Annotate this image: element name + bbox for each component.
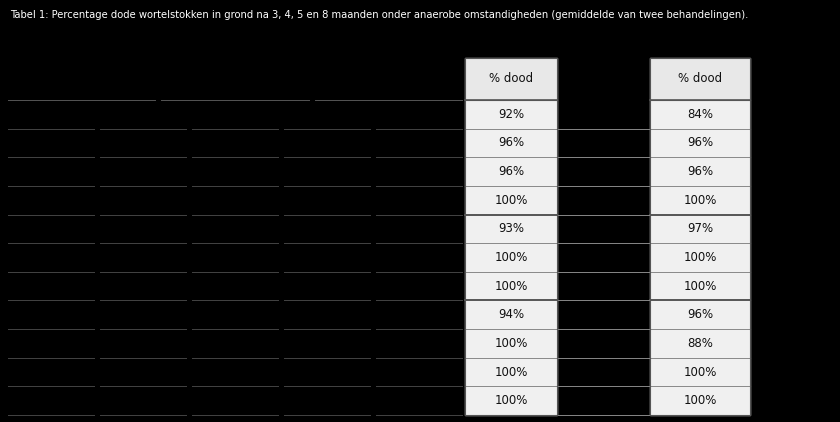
Bar (650, 186, 750, 214)
Text: 96%: 96% (687, 308, 713, 321)
Text: 93%: 93% (498, 222, 524, 235)
Bar (465, 100, 557, 129)
Text: 100%: 100% (683, 194, 717, 207)
Bar (650, 329, 750, 358)
Bar (465, 300, 557, 329)
Text: 100%: 100% (683, 394, 717, 407)
Bar (465, 157, 557, 186)
Bar (650, 243, 750, 272)
Bar (650, 387, 750, 415)
Text: 100%: 100% (683, 251, 717, 264)
Bar (465, 243, 557, 272)
Bar (650, 214, 750, 243)
Bar (465, 58, 557, 100)
Text: 88%: 88% (687, 337, 713, 350)
Bar (465, 129, 557, 157)
Bar (465, 214, 557, 243)
Text: 100%: 100% (494, 394, 528, 407)
Bar (650, 358, 750, 387)
Text: 92%: 92% (498, 108, 524, 121)
Text: 96%: 96% (498, 136, 524, 149)
Bar (650, 300, 750, 329)
Bar (650, 100, 750, 129)
Text: 84%: 84% (687, 108, 713, 121)
Text: 100%: 100% (494, 365, 528, 379)
Text: 94%: 94% (498, 308, 524, 321)
Text: 100%: 100% (683, 365, 717, 379)
Bar (465, 186, 557, 214)
Text: % dood: % dood (489, 73, 533, 86)
Bar (465, 358, 557, 387)
Text: 100%: 100% (494, 337, 528, 350)
Text: Tabel 1: Percentage dode wortelstokken in grond na 3, 4, 5 en 8 maanden onder an: Tabel 1: Percentage dode wortelstokken i… (10, 10, 748, 20)
Text: 100%: 100% (683, 280, 717, 292)
Bar (650, 157, 750, 186)
Bar (650, 58, 750, 100)
Bar (650, 272, 750, 300)
Text: 96%: 96% (687, 165, 713, 178)
Text: 97%: 97% (687, 222, 713, 235)
Text: 100%: 100% (494, 280, 528, 292)
Bar (650, 129, 750, 157)
Text: 96%: 96% (687, 136, 713, 149)
Text: 100%: 100% (494, 194, 528, 207)
Text: 96%: 96% (498, 165, 524, 178)
Bar (465, 272, 557, 300)
Bar (465, 387, 557, 415)
Text: 100%: 100% (494, 251, 528, 264)
Bar (465, 329, 557, 358)
Text: % dood: % dood (678, 73, 722, 86)
